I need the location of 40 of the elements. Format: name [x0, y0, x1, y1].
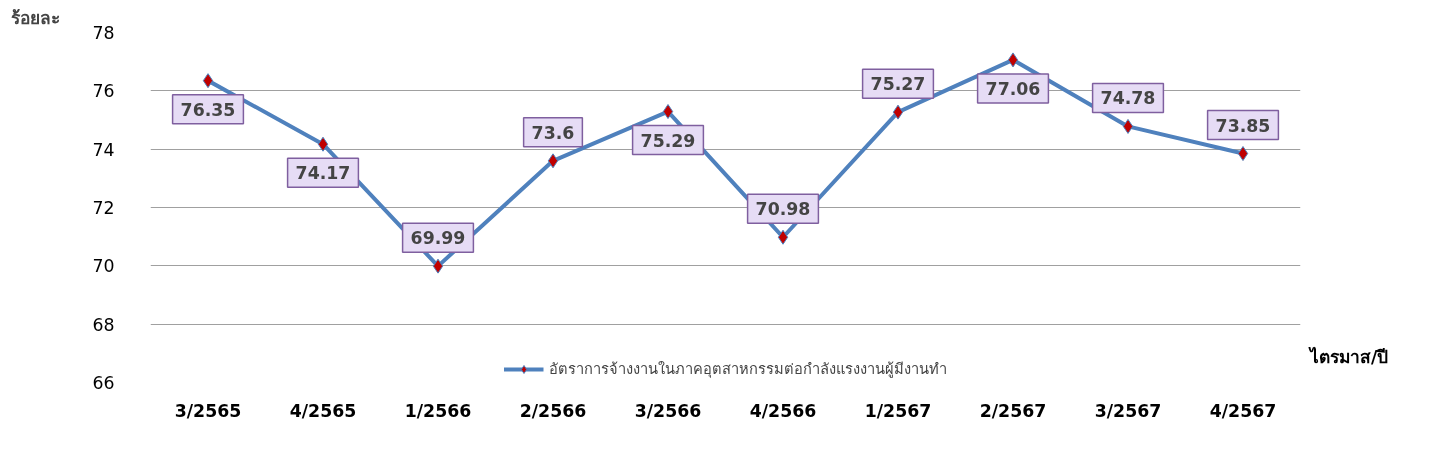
data-label: 77.06	[985, 78, 1041, 99]
y-tick-label: 68	[92, 314, 115, 335]
x-tick-label: 3/2566	[634, 400, 702, 421]
point	[1122, 118, 1134, 134]
data-label: 69.99	[410, 228, 466, 249]
point	[202, 73, 214, 89]
point	[892, 104, 904, 120]
x-tick-label: 3/2567	[1094, 400, 1162, 421]
data-label: 70.98	[755, 199, 811, 220]
y-tick-label: 74	[92, 139, 115, 160]
data-label: 75.29	[640, 130, 696, 151]
point	[1007, 52, 1019, 68]
y-tick-label: 72	[92, 198, 115, 218]
point	[432, 258, 444, 274]
x-tick-label: 1/2567	[864, 400, 932, 421]
point	[317, 136, 329, 152]
data-label: 73.6	[531, 122, 575, 143]
y-tick-label: 78	[92, 23, 115, 43]
x-tick-label: 4/2566	[749, 400, 817, 421]
x-tick-label: 1/2566	[404, 400, 472, 421]
point	[777, 229, 789, 245]
data-label: 74.78	[1100, 88, 1156, 109]
x-tick-label: 2/2566	[519, 400, 587, 421]
data-label: 73.85	[1215, 115, 1271, 136]
x-tick-label: 3/2565	[174, 400, 242, 421]
data-label: 74.17	[295, 163, 351, 184]
legend-label: อัตราการจ้างงานในภาคอุตสาหกรรมต่อกำลังแรงงานผู้มีงานทำ	[548, 359, 947, 380]
data-label: 76.35	[180, 99, 236, 120]
point	[1237, 146, 1249, 162]
data-label: 75.27	[870, 74, 926, 95]
x-tick-label: 4/2565	[289, 400, 357, 421]
y-tick-label: 76	[92, 81, 115, 102]
x-tick-label: 2/2567	[979, 400, 1047, 421]
y-axis-title: ร้อยละ	[10, 7, 60, 28]
y-tick-label: 70	[92, 256, 115, 277]
point	[662, 104, 674, 120]
y-tick-label: 66	[92, 373, 115, 393]
point	[547, 153, 559, 169]
x-tick-label: 4/2567	[1209, 400, 1277, 421]
x-axis-title: ไตรมาส/ปี	[1310, 346, 1389, 369]
